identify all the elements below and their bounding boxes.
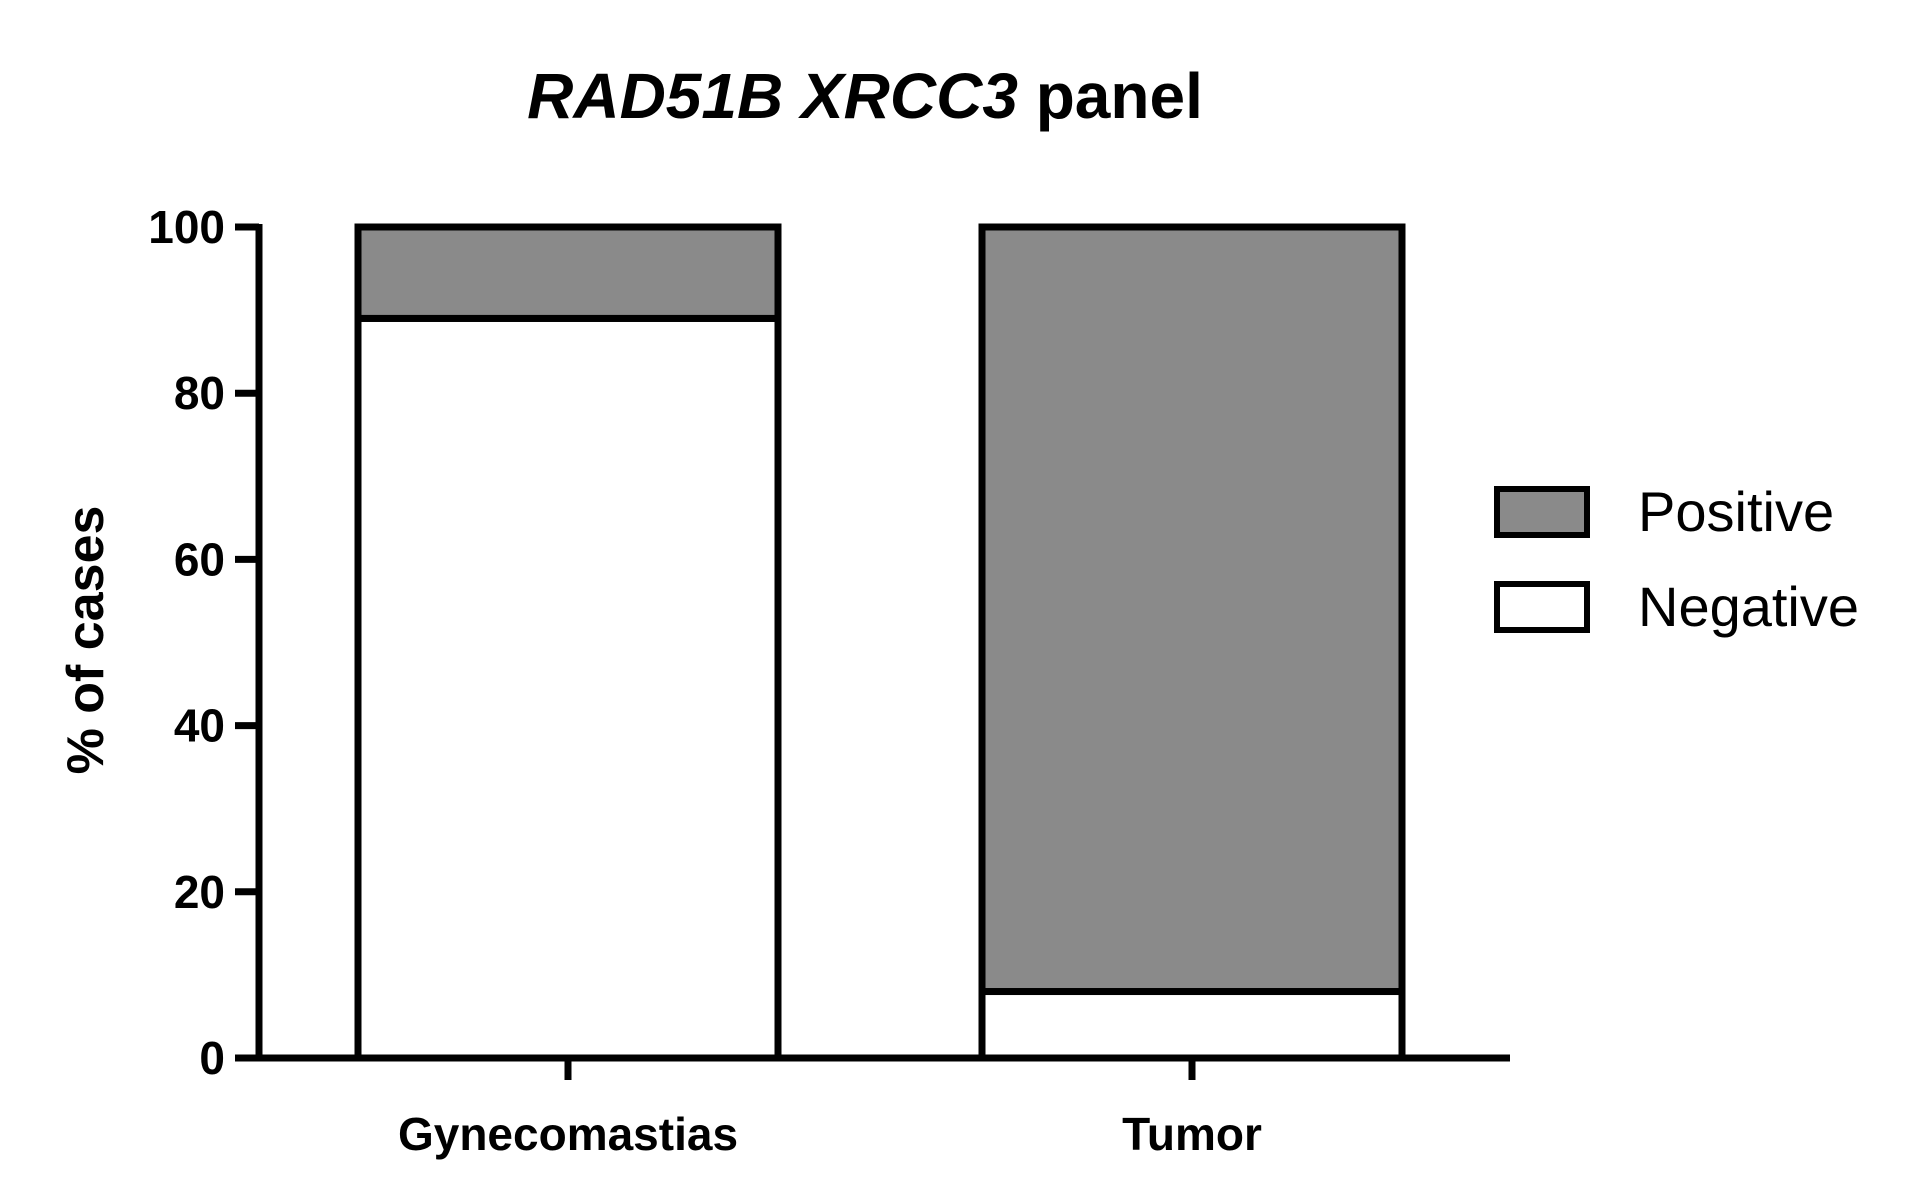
chart-title-normal: panel	[1018, 60, 1203, 132]
y-tick-label-20: 20	[174, 866, 225, 918]
legend-swatch-positive	[1494, 486, 1590, 538]
axes-group	[255, 224, 1510, 1062]
bar-gynecomastias-positive	[354, 223, 782, 322]
legend-label-negative: Negative	[1638, 575, 1859, 638]
bar-gynecomastias-negative	[354, 314, 782, 1062]
legend-label-positive: Positive	[1638, 480, 1834, 543]
legend: Positive Negative	[1494, 480, 1859, 638]
legend-swatch-negative	[1494, 581, 1590, 633]
y-tick-label-40: 40	[174, 700, 225, 752]
y-axis-label: % of cases	[57, 506, 115, 775]
x-label-gynecomastias: Gynecomastias	[398, 1108, 738, 1160]
y-tick-label-0: 0	[199, 1032, 225, 1084]
bar-tumor-negative	[978, 988, 1406, 1062]
chart-title: RAD51B XRCC3 panel	[527, 60, 1203, 132]
y-ticks-group: 0 20 40 60 80 100	[148, 201, 259, 1084]
chart-title-italic: RAD51B XRCC3	[527, 60, 1018, 132]
y-tick-label-80: 80	[174, 367, 225, 419]
y-tick-label-60: 60	[174, 533, 225, 585]
bar-tumor-positive	[978, 223, 1406, 996]
y-tick-label-100: 100	[148, 201, 225, 253]
x-label-tumor: Tumor	[1122, 1108, 1262, 1160]
bars-group	[354, 223, 1406, 1062]
x-labels-group: Gynecomastias Tumor	[398, 1058, 1262, 1160]
